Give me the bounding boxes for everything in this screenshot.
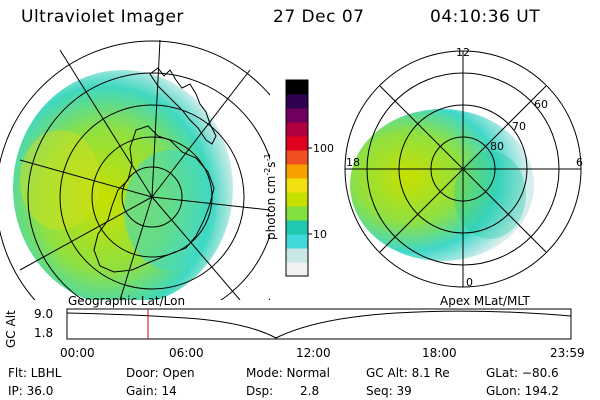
color-scale-band bbox=[286, 122, 308, 137]
mlat-label-80: 80 bbox=[490, 140, 504, 153]
color-scale-band bbox=[286, 220, 308, 235]
color-scale-band bbox=[286, 94, 308, 109]
color-scale-band bbox=[286, 80, 308, 95]
color-scale-tick-100: 100 bbox=[313, 142, 334, 155]
status-dsp-value: 2.8 bbox=[300, 384, 320, 398]
altitude-timeline bbox=[66, 308, 572, 340]
timeline-xtick-1800: 18:00 bbox=[422, 346, 457, 360]
altitude-curve bbox=[66, 310, 572, 339]
timeline-xtick-2359: 23:59 bbox=[550, 346, 585, 360]
color-scale-band bbox=[286, 136, 308, 151]
mlt-grid bbox=[345, 51, 581, 287]
color-scale-band bbox=[286, 164, 308, 179]
timeline-xtick-0600: 06:00 bbox=[169, 346, 204, 360]
color-scale bbox=[285, 79, 312, 277]
mlt-label-6: 6 bbox=[576, 156, 583, 169]
timeline-xtick-0000: 00:00 bbox=[60, 346, 95, 360]
mlat-label-70: 70 bbox=[512, 120, 526, 133]
geographic-map bbox=[0, 40, 270, 300]
status-dsp-label: Dsp: bbox=[246, 384, 274, 398]
mlt-label-18: 18 bbox=[346, 156, 360, 169]
color-scale-band bbox=[286, 206, 308, 221]
timeline-xtick-1200: 12:00 bbox=[296, 346, 331, 360]
magnetic-map-label: Apex MLat/MLT bbox=[440, 294, 530, 308]
timeline-y-label: GC Alt bbox=[4, 310, 18, 348]
latitude-grid bbox=[0, 40, 270, 300]
status-door: Door: Open bbox=[126, 366, 195, 380]
color-scale-tick-10: 10 bbox=[313, 228, 327, 241]
color-scale-units: photon cm-2s-1 bbox=[263, 153, 278, 240]
date-label: 27 Dec 07 bbox=[273, 7, 365, 27]
timeline-ytick-1-8: 1.8 bbox=[34, 326, 54, 340]
status-ip: IP: 36.0 bbox=[8, 384, 54, 398]
color-scale-band bbox=[286, 248, 308, 263]
magnetic-map bbox=[344, 50, 582, 288]
timeline-ytick-9: 9.0 bbox=[34, 307, 54, 321]
status-glat: GLat: −80.6 bbox=[486, 366, 559, 380]
color-scale-band bbox=[286, 192, 308, 207]
status-mode: Mode: Normal bbox=[246, 366, 330, 380]
status-gc-alt: GC Alt: 8.1 Re bbox=[366, 366, 450, 380]
coastline-antarctica bbox=[93, 125, 215, 273]
aurora-image-magnetic bbox=[350, 109, 534, 261]
coastline-peninsula bbox=[149, 67, 217, 145]
color-scale-band bbox=[286, 150, 308, 165]
mlat-label-60: 60 bbox=[534, 98, 548, 111]
status-glon: GLon: 194.2 bbox=[486, 384, 559, 398]
mlt-label-12: 12 bbox=[456, 46, 470, 59]
status-seq: Seq: 39 bbox=[366, 384, 412, 398]
color-scale-band bbox=[286, 234, 308, 249]
status-gain: Gain: 14 bbox=[126, 384, 177, 398]
geographic-map-label: Geographic Lat/Lon bbox=[68, 294, 186, 308]
instrument-title: Ultraviolet Imager bbox=[21, 7, 184, 27]
status-filter: Flt: LBHL bbox=[8, 366, 62, 380]
mlt-label-0: 0 bbox=[466, 276, 473, 289]
time-label: 04:10:36 UT bbox=[430, 7, 541, 27]
longitude-grid bbox=[19, 40, 270, 300]
color-scale-band bbox=[286, 108, 308, 123]
color-scale-band bbox=[286, 178, 308, 193]
color-scale-bar bbox=[286, 80, 308, 277]
color-scale-band bbox=[286, 262, 308, 277]
